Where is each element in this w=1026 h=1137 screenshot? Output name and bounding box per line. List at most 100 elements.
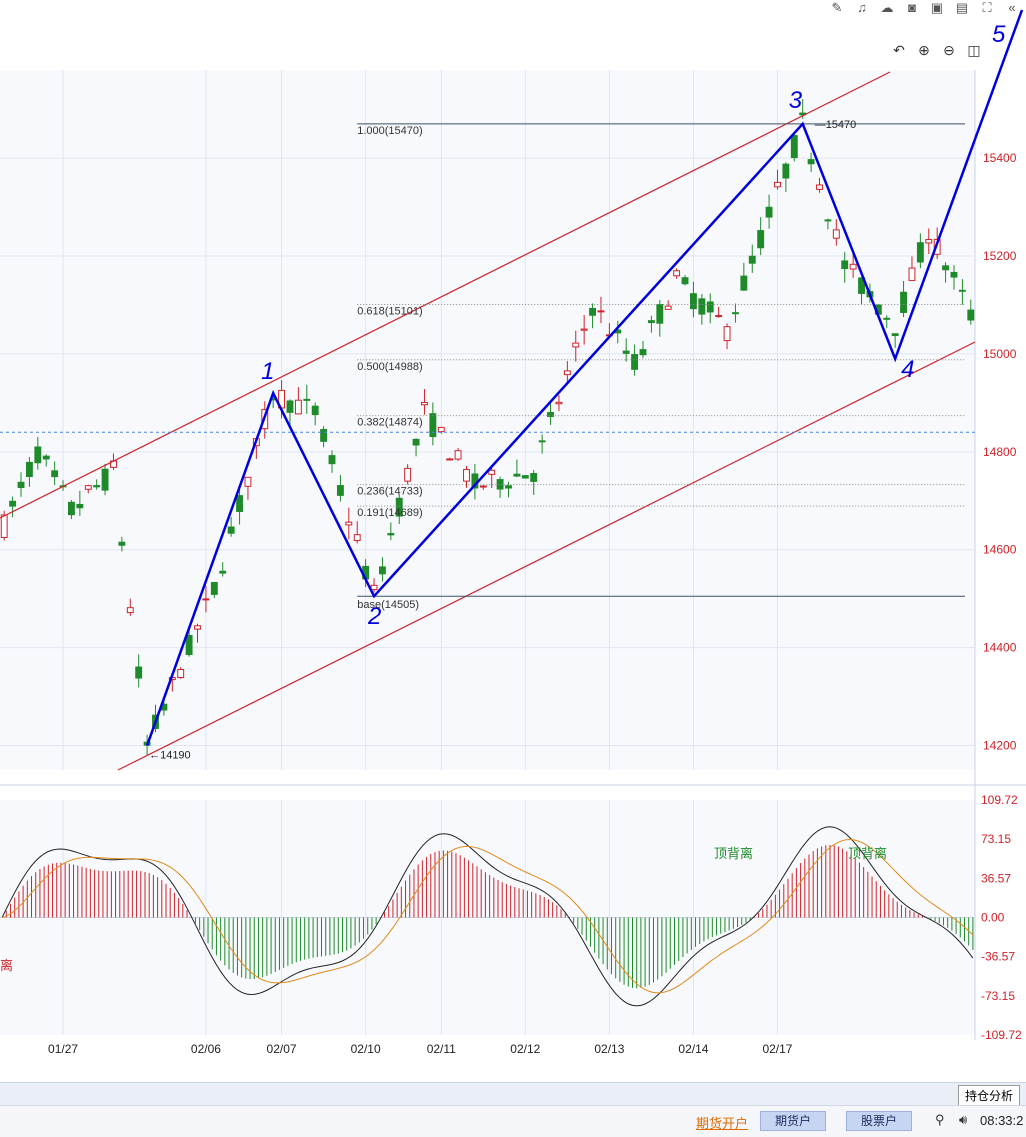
macd-tick-label: -36.57 (981, 950, 1015, 964)
search-icon[interactable]: ⚲ (935, 1112, 945, 1127)
pencil-icon[interactable]: ✎ (831, 0, 843, 15)
candle-body (479, 485, 487, 488)
candle-body (631, 354, 639, 370)
bell-icon[interactable]: ♫ (857, 0, 867, 15)
candle-body (740, 275, 748, 291)
collapse-icon[interactable]: « (1008, 0, 1016, 15)
candle-body (689, 293, 697, 310)
candle-body (496, 479, 504, 490)
candle-body (17, 481, 25, 488)
candle-body (84, 485, 92, 490)
cloud-icon[interactable]: ☁ (880, 0, 894, 15)
candle-body (900, 291, 907, 313)
candle-body (378, 566, 386, 575)
macd-histogram (5, 844, 974, 989)
open-account-link[interactable]: 期货开户 (696, 1116, 749, 1131)
candle-body (177, 668, 185, 679)
candle-body (942, 265, 950, 271)
undo-icon[interactable]: ↶ (893, 42, 905, 58)
channel-upper-line (0, 71, 891, 519)
candle-body (463, 469, 470, 482)
candle-body (42, 455, 50, 460)
candle-body (68, 501, 75, 516)
zoom-in-icon[interactable]: ⊕ (918, 42, 930, 58)
hold-analysis-button[interactable]: 持仓分析 (957, 1085, 1020, 1106)
clock: 08:33:2 (980, 1113, 1024, 1128)
candle-body (0, 514, 8, 538)
price-tick-label: 15000 (983, 347, 1017, 361)
macd-dea-line (1, 839, 974, 994)
chart-canvas[interactable]: 15400 15200 15000 14800 14600 14400 14200 01/27… (0, 0, 1026, 1080)
candle-body (622, 350, 630, 354)
stock-account-button[interactable]: 股票户 (846, 1111, 913, 1131)
candle-body (597, 310, 605, 313)
candle-body (816, 184, 823, 190)
macd-tick-label: 36.57 (981, 871, 1011, 885)
candle-body (404, 467, 412, 482)
candle-body (328, 455, 336, 465)
candle-body (748, 255, 756, 264)
chart-toolbar: ↶ ⊕ ⊖ ◫ (891, 42, 982, 59)
candle-body (294, 399, 302, 415)
candle-body (858, 277, 865, 294)
wave-label: 5 (992, 21, 1006, 48)
candle-body (715, 315, 723, 318)
candle-body (706, 301, 714, 313)
candle-body (336, 485, 344, 496)
status-bar: 期货开户 期货户 股票户 ⚲ 🔊︎ 08:33:2 (0, 1105, 1026, 1137)
candle-body (673, 270, 681, 277)
fib-level-label: 1.000(15470) (357, 125, 422, 137)
save-icon[interactable]: ▣ (930, 0, 944, 15)
candle-body (908, 267, 916, 281)
candle-body (488, 469, 496, 475)
candle-body (34, 446, 42, 464)
candle-body (967, 309, 975, 321)
candle-body (320, 429, 328, 442)
macd-annotation: 离 (0, 958, 13, 974)
window-icon[interactable]: ▤ (955, 0, 969, 15)
candle-body (505, 485, 512, 489)
fib-level-label: 0.236(14733) (357, 486, 422, 498)
expand-icon[interactable]: ⛶ (982, 0, 992, 15)
camera-icon[interactable]: ◙ (908, 0, 916, 15)
high-marker-label: —15470 (815, 119, 857, 131)
candle-body (429, 413, 437, 438)
candle-body (311, 405, 319, 416)
candle-body (572, 342, 580, 348)
candle-body (547, 412, 554, 417)
layout-icon[interactable]: ◫ (967, 42, 981, 58)
wave-label: 2 (367, 603, 381, 630)
candle-body (555, 401, 563, 405)
candle-body (51, 470, 59, 478)
macd-dif-line (1, 826, 974, 1007)
time-tick-label: 02/17 (762, 1042, 792, 1056)
candle-body (185, 634, 193, 655)
zoom-out-icon[interactable]: ⊖ (943, 42, 955, 58)
time-tick-label: 02/11 (427, 1042, 456, 1056)
candle-body (849, 263, 857, 270)
macd-tick-label: -109.72 (981, 1028, 1022, 1042)
time-tick-label: 02/12 (510, 1042, 540, 1056)
candle-body (421, 401, 428, 406)
candle-body (395, 497, 403, 517)
low-marker-label: ←14190 (149, 749, 191, 761)
candle-body (563, 370, 571, 376)
candle-body (790, 135, 798, 159)
candle-body (446, 458, 454, 461)
candle-body (370, 584, 378, 591)
candle-body (521, 475, 529, 479)
elliott-wave-path (145, 9, 1024, 746)
top-toolbar: ✎ ♫ ☁ ◙ ▣ ▤ ⛶ « (829, 0, 1026, 20)
macd-tick-label: 73.15 (981, 832, 1011, 846)
channel-lower-line (117, 341, 976, 771)
candle-body (126, 607, 134, 614)
futures-account-button[interactable]: 期货户 (760, 1111, 827, 1131)
candle-body (891, 333, 899, 337)
candle-body (538, 440, 546, 443)
macd-tick-label: -73.15 (981, 989, 1015, 1003)
candle-body (227, 526, 235, 534)
speaker-icon[interactable]: 🔊︎ (959, 1112, 968, 1127)
candle-body (647, 320, 655, 324)
price-tick-label: 15200 (983, 249, 1017, 263)
macd-tick-label: 109.72 (981, 793, 1018, 807)
